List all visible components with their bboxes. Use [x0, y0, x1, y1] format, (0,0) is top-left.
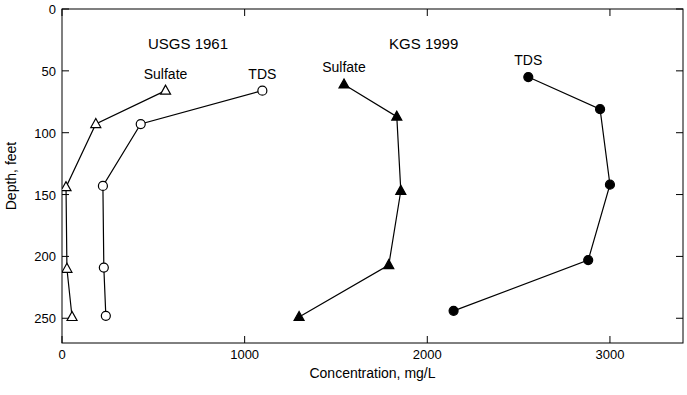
x-tick-label: 0 — [58, 347, 65, 362]
marker — [101, 311, 110, 320]
x-tick — [244, 336, 245, 343]
x-tick — [244, 9, 245, 16]
series-line — [103, 91, 262, 316]
marker — [67, 312, 77, 321]
series-line — [66, 91, 166, 317]
marker — [62, 263, 72, 272]
x-tick — [62, 336, 63, 343]
marker — [91, 119, 101, 128]
series-label: TDS — [248, 66, 276, 82]
y-tick-label: 100 — [34, 126, 56, 141]
marker — [596, 105, 605, 114]
marker — [384, 260, 394, 269]
annotation: KGS 1999 — [389, 35, 458, 52]
y-tick-label: 250 — [34, 311, 56, 326]
x-tick-label: 2000 — [413, 347, 442, 362]
y-tick — [62, 132, 69, 133]
marker — [605, 180, 614, 189]
series-line — [454, 77, 610, 311]
series-line — [299, 84, 401, 317]
x-tick — [427, 336, 428, 343]
marker — [524, 73, 533, 82]
x-axis-label: Concentration, mg/L — [309, 365, 435, 381]
marker — [136, 120, 145, 129]
plot-area — [62, 73, 614, 321]
y-tick — [676, 256, 683, 257]
marker — [62, 182, 71, 191]
y-tick-label: 150 — [34, 188, 56, 203]
marker — [99, 263, 108, 272]
y-tick — [676, 70, 683, 71]
y-axis-label: Depth, feet — [3, 142, 19, 211]
y-tick — [676, 194, 683, 195]
annotation: USGS 1961 — [148, 35, 228, 52]
y-tick — [676, 9, 683, 10]
y-tick-label: 50 — [42, 64, 56, 79]
marker — [392, 111, 402, 120]
marker — [294, 312, 304, 321]
y-tick — [62, 70, 69, 71]
x-tick — [609, 9, 610, 16]
y-tick — [62, 9, 69, 10]
plot-frame — [62, 9, 683, 343]
x-tick — [62, 9, 63, 16]
y-tick — [676, 318, 683, 319]
x-tick — [609, 336, 610, 343]
y-tick — [676, 132, 683, 133]
marker — [339, 79, 349, 88]
marker — [584, 256, 593, 265]
series-label: Sulfate — [144, 66, 188, 82]
x-tick — [427, 9, 428, 16]
y-tick — [62, 256, 69, 257]
y-tick-label: 200 — [34, 249, 56, 264]
marker — [396, 185, 406, 194]
series-label: TDS — [514, 52, 542, 68]
marker — [161, 85, 171, 94]
marker — [98, 181, 107, 190]
x-tick-label: 1000 — [230, 347, 259, 362]
y-tick-label: 0 — [49, 2, 56, 17]
chart: 0 1000 2000 3000 0 50 100 150 200 250 Concentratio… — [0, 0, 687, 395]
marker — [449, 306, 458, 315]
marker — [258, 86, 267, 95]
series-label: Sulfate — [322, 59, 366, 75]
x-tick-label: 3000 — [595, 347, 624, 362]
